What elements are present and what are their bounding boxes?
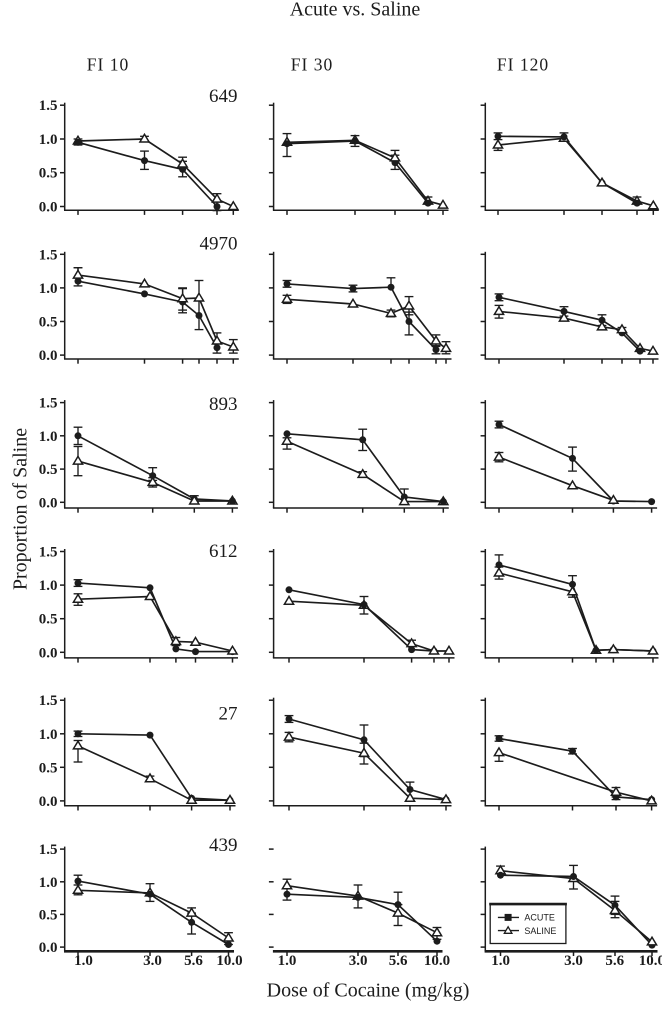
svg-text:Proportion of Saline: Proportion of Saline bbox=[10, 428, 32, 590]
svg-text:3.0: 3.0 bbox=[349, 953, 368, 969]
svg-text:0.5: 0.5 bbox=[39, 462, 58, 478]
svg-text:0.0: 0.0 bbox=[39, 495, 58, 511]
svg-text:3.0: 3.0 bbox=[564, 953, 583, 969]
svg-text:1.0: 1.0 bbox=[39, 429, 58, 445]
svg-text:0.0: 0.0 bbox=[39, 348, 58, 364]
svg-text:1.0: 1.0 bbox=[39, 578, 58, 594]
svg-text:1.5: 1.5 bbox=[39, 842, 58, 858]
svg-text:0.5: 0.5 bbox=[39, 166, 58, 182]
svg-text:0.5: 0.5 bbox=[39, 760, 58, 776]
svg-text:1.0: 1.0 bbox=[39, 727, 58, 743]
svg-text:10.0: 10.0 bbox=[424, 953, 450, 969]
svg-text:Acute vs. Saline: Acute vs. Saline bbox=[290, 0, 421, 21]
svg-text:FI 30: FI 30 bbox=[291, 55, 333, 75]
svg-text:ACUTE: ACUTE bbox=[524, 913, 555, 923]
svg-text:1.5: 1.5 bbox=[39, 98, 58, 114]
svg-text:10.0: 10.0 bbox=[216, 953, 242, 969]
svg-text:612: 612 bbox=[209, 541, 238, 562]
svg-text:0.5: 0.5 bbox=[39, 907, 58, 923]
svg-text:0.0: 0.0 bbox=[39, 645, 58, 661]
svg-text:893: 893 bbox=[209, 394, 238, 415]
svg-text:0.0: 0.0 bbox=[39, 200, 58, 216]
svg-text:SALINE: SALINE bbox=[524, 926, 556, 936]
svg-text:0.0: 0.0 bbox=[39, 794, 58, 810]
svg-text:439: 439 bbox=[209, 835, 238, 856]
svg-text:1.0: 1.0 bbox=[39, 875, 58, 891]
svg-text:649: 649 bbox=[209, 86, 238, 107]
svg-text:FI 10: FI 10 bbox=[87, 55, 129, 75]
svg-text:10.0: 10.0 bbox=[639, 953, 662, 969]
svg-text:1.0: 1.0 bbox=[74, 953, 93, 969]
svg-text:1.0: 1.0 bbox=[39, 132, 58, 148]
svg-text:5.6: 5.6 bbox=[389, 953, 408, 969]
svg-text:0.5: 0.5 bbox=[39, 315, 58, 331]
svg-text:1.0: 1.0 bbox=[278, 953, 297, 969]
svg-text:1.5: 1.5 bbox=[39, 693, 58, 709]
svg-text:1.5: 1.5 bbox=[39, 396, 58, 412]
svg-text:27: 27 bbox=[219, 704, 238, 725]
svg-text:4970: 4970 bbox=[200, 233, 238, 254]
svg-text:Dose of Cocaine (mg/kg): Dose of Cocaine (mg/kg) bbox=[267, 980, 470, 1002]
svg-text:0.0: 0.0 bbox=[39, 940, 58, 956]
svg-text:0.5: 0.5 bbox=[39, 612, 58, 628]
svg-text:1.0: 1.0 bbox=[491, 953, 510, 969]
svg-text:1.5: 1.5 bbox=[39, 247, 58, 263]
svg-text:5.6: 5.6 bbox=[184, 953, 203, 969]
svg-text:FI 120: FI 120 bbox=[497, 55, 549, 75]
svg-text:3.0: 3.0 bbox=[143, 953, 162, 969]
svg-text:1.5: 1.5 bbox=[39, 545, 58, 561]
svg-text:1.0: 1.0 bbox=[39, 281, 58, 297]
svg-text:5.6: 5.6 bbox=[605, 953, 624, 969]
